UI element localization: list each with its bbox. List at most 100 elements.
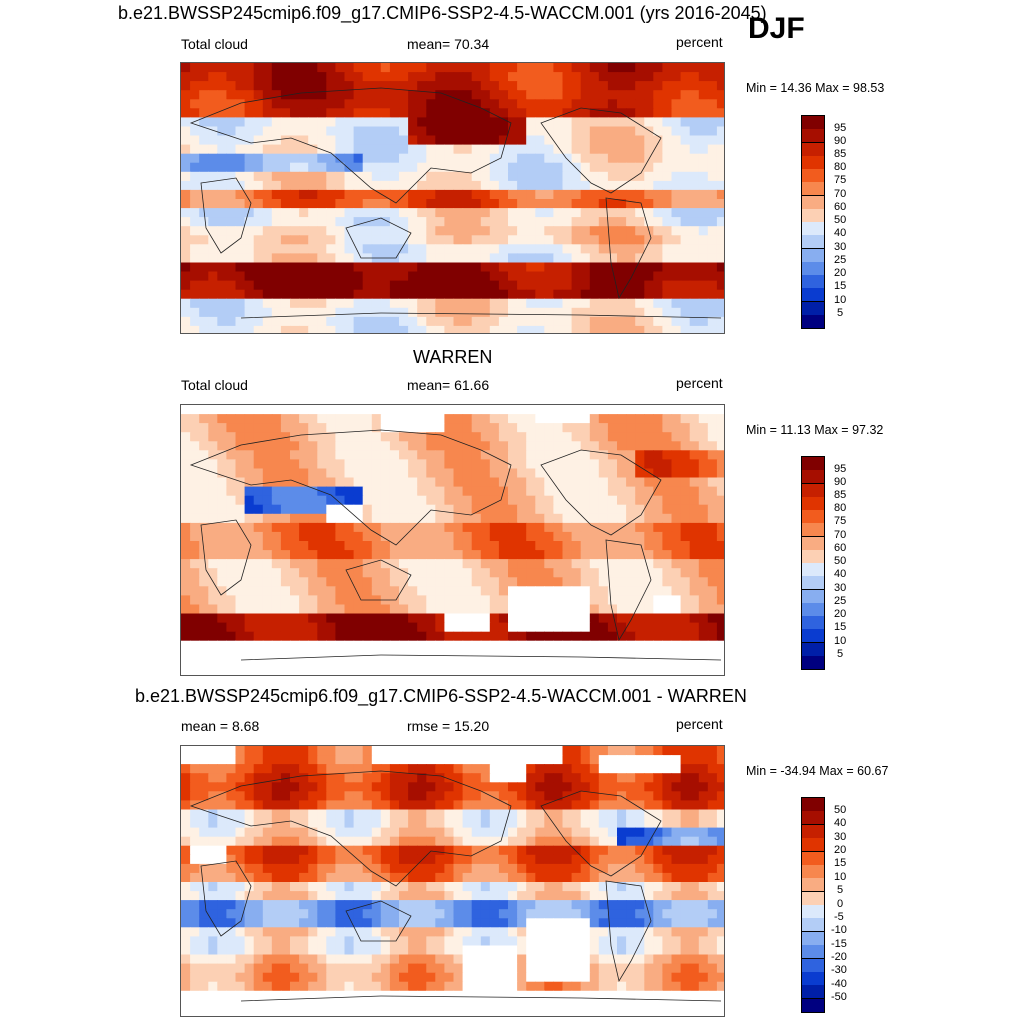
colorbar-box: [802, 945, 824, 960]
panel-2-variable-label: Total cloud: [181, 377, 248, 393]
colorbar-box: [802, 523, 824, 538]
panel-3-colorbar-boxes: [801, 797, 825, 1013]
colorbar-box: [802, 155, 824, 170]
colorbar-box: [802, 195, 824, 210]
colorbar-box: [802, 838, 824, 853]
panel-2-colorbar-boxes: [801, 456, 825, 670]
colorbar-box: [802, 985, 824, 1000]
colorbar-box: [802, 971, 824, 986]
colorbar-box: [802, 958, 824, 973]
colorbar-tick: 80: [834, 161, 847, 173]
colorbar-tick: 25: [834, 595, 847, 607]
colorbar-tick: 85: [834, 489, 847, 501]
colorbar-tick: 70: [834, 529, 847, 541]
colorbar-box: [802, 222, 824, 236]
colorbar-box: [802, 602, 824, 617]
colorbar-tick: 10: [834, 294, 847, 306]
panel-3-units-label: percent: [676, 716, 723, 732]
colorbar-box: [802, 878, 824, 893]
panel-1-map: [180, 62, 725, 334]
colorbar-box: [802, 208, 824, 223]
panel-1-map-field: [181, 63, 724, 333]
colorbar-box: [802, 655, 824, 670]
panel-1-mean-label: mean= 70.34: [407, 36, 490, 52]
colorbar-tick: 10: [834, 635, 847, 647]
coastline-outlines: [189, 87, 722, 319]
panel-2-units-label: percent: [676, 375, 723, 391]
colorbar-box: [802, 549, 824, 564]
season-label: DJF: [748, 12, 805, 45]
colorbar-tick: -5: [834, 911, 844, 923]
colorbar-box: [802, 288, 824, 303]
colorbar-tick: -15: [831, 938, 847, 950]
colorbar-tick: -30: [831, 964, 847, 976]
colorbar-box: [802, 248, 824, 263]
colorbar-box: [802, 891, 824, 906]
colorbar-box: [802, 470, 824, 485]
colorbar-box: [802, 629, 824, 644]
panel-2-map-field: [181, 405, 724, 675]
colorbar-box: [802, 851, 824, 866]
map-field-cells: [181, 746, 724, 1016]
colorbar-tick: 5: [837, 884, 844, 896]
colorbar-tick: -40: [831, 978, 847, 990]
colorbar-tick: 20: [834, 267, 847, 279]
colorbar-box: [802, 301, 824, 316]
colorbar-tick: 95: [834, 122, 847, 134]
coastline-outlines: [189, 770, 722, 1002]
colorbar-box: [802, 483, 824, 498]
colorbar-tick: 90: [834, 476, 847, 488]
colorbar-tick: 10: [834, 871, 847, 883]
colorbar-box: [802, 798, 824, 812]
colorbar-tick: 5: [837, 648, 844, 660]
colorbar-tick: 50: [834, 555, 847, 567]
colorbar-tick: 60: [834, 201, 847, 213]
colorbar-tick: 15: [834, 621, 847, 633]
colorbar-box: [802, 275, 824, 289]
panel-2-title: WARREN: [413, 347, 493, 367]
colorbar-box: [802, 182, 824, 197]
colorbar-tick: 80: [834, 502, 847, 514]
colorbar-box: [802, 235, 824, 250]
panel-1-colorbar-boxes: [801, 115, 825, 329]
map-field-cells: [181, 63, 724, 333]
colorbar-box: [802, 589, 824, 604]
map-field-cells: [181, 405, 724, 675]
colorbar-tick: 70: [834, 188, 847, 200]
colorbar-box: [802, 496, 824, 511]
colorbar-tick: 15: [834, 857, 847, 869]
colorbar-box: [802, 142, 824, 157]
colorbar-tick: 90: [834, 135, 847, 147]
colorbar-box: [802, 536, 824, 551]
colorbar-box: [802, 998, 824, 1013]
colorbar-tick: 50: [834, 804, 847, 816]
coastline-outlines: [189, 429, 722, 661]
colorbar-tick: -20: [831, 951, 847, 963]
colorbar-tick: 30: [834, 582, 847, 594]
colorbar-box: [802, 129, 824, 144]
colorbar-tick: 40: [834, 227, 847, 239]
panel-1-variable-label: Total cloud: [181, 36, 248, 52]
panel-3-map: [180, 745, 725, 1017]
colorbar-box: [802, 576, 824, 591]
colorbar-box: [802, 642, 824, 657]
colorbar-tick: 75: [834, 515, 847, 527]
colorbar-tick: 85: [834, 148, 847, 160]
colorbar-box: [802, 824, 824, 839]
colorbar-box: [802, 918, 824, 933]
panel-3-mean-label: mean = 8.68: [181, 718, 260, 734]
colorbar-tick: 20: [834, 608, 847, 620]
colorbar-tick: 15: [834, 280, 847, 292]
colorbar-box: [802, 314, 824, 329]
panel-2-mean-label: mean= 61.66: [407, 377, 490, 393]
colorbar-tick: 50: [834, 214, 847, 226]
colorbar-box: [802, 563, 824, 577]
colorbar-tick: 25: [834, 254, 847, 266]
panel-1-minmax: Min = 14.36 Max = 98.53: [746, 81, 885, 95]
colorbar-box: [802, 116, 824, 130]
colorbar-tick: 0: [837, 898, 844, 910]
panel-2-map: [180, 404, 725, 676]
colorbar-tick: 30: [834, 241, 847, 253]
colorbar-box: [802, 457, 824, 471]
panel-3-title: b.e21.BWSSP245cmip6.f09_g17.CMIP6-SSP2-4…: [135, 686, 747, 706]
